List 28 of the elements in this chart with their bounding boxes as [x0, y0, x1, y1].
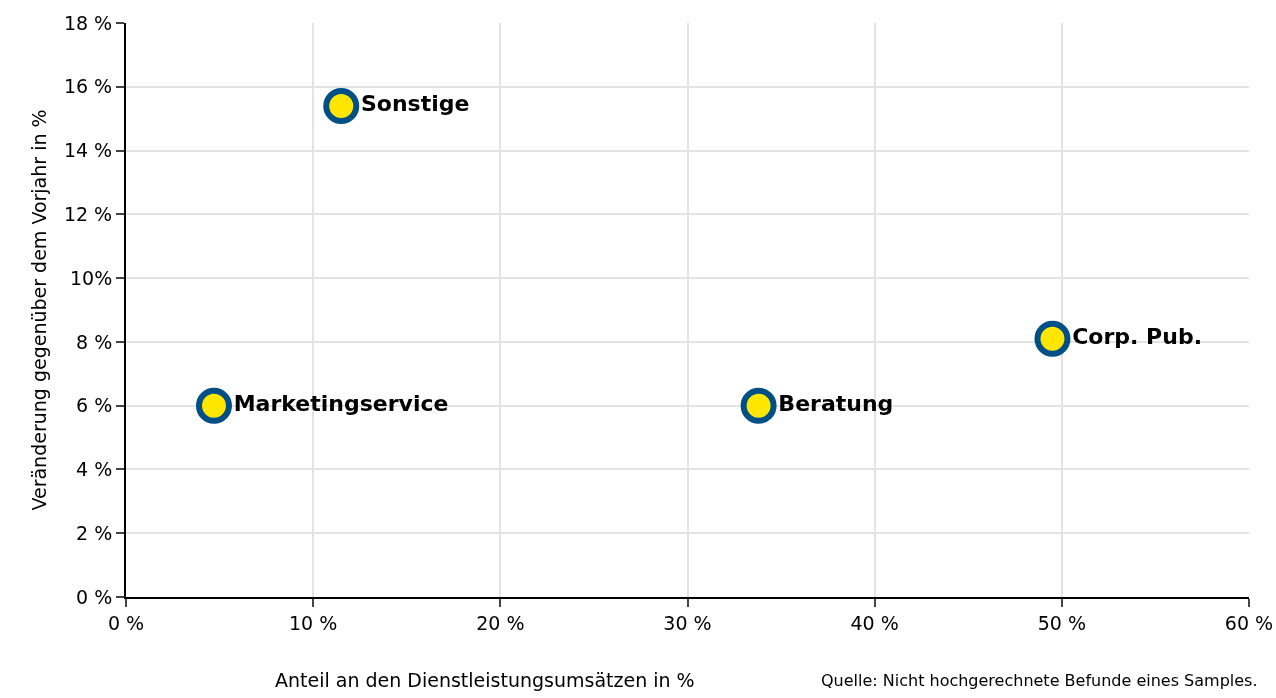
x-tick-label: 20 %: [476, 611, 525, 634]
y-axis-title: Veränderung gegenüber dem Vorjahr in %: [28, 109, 51, 511]
y-tick-label: 4 %: [76, 458, 113, 481]
x-tick-label: 10 %: [289, 611, 338, 634]
series-label: Marketingservice: [233, 391, 449, 417]
series-label: Sonstige: [360, 91, 470, 117]
y-tick-label: 18 %: [63, 11, 113, 34]
y-tick-label: 0 %: [76, 585, 113, 608]
y-tick-label: 6 %: [76, 394, 113, 417]
x-tick-label: 50 %: [1037, 611, 1086, 634]
point: [740, 387, 777, 424]
point: [195, 387, 232, 424]
series-label: Corp. Pub.: [1072, 324, 1202, 350]
y-tick-label: 10%: [69, 266, 113, 289]
series-label: Beratung: [778, 391, 894, 417]
point: [1034, 320, 1071, 357]
x-tick-label: 40 %: [850, 611, 899, 634]
x-tick-label: 30 %: [663, 611, 712, 634]
y-tick-label: 12 %: [63, 202, 113, 225]
y-tick-label: 8 %: [76, 330, 113, 353]
x-tick-label: 0 %: [107, 611, 145, 634]
y-tick-label: 14 %: [63, 139, 113, 162]
source-note: Quelle: Nicht hochgerechnete Befunde eines Samples.: [821, 671, 1258, 690]
y-tick-label: 16 %: [63, 75, 113, 98]
x-axis-title: Anteil an den Dienstleistungsumsätzen in %: [275, 669, 695, 691]
x-tick-label: 60 %: [1224, 611, 1274, 634]
point: [323, 87, 360, 124]
y-tick-label: 2 %: [76, 521, 113, 544]
